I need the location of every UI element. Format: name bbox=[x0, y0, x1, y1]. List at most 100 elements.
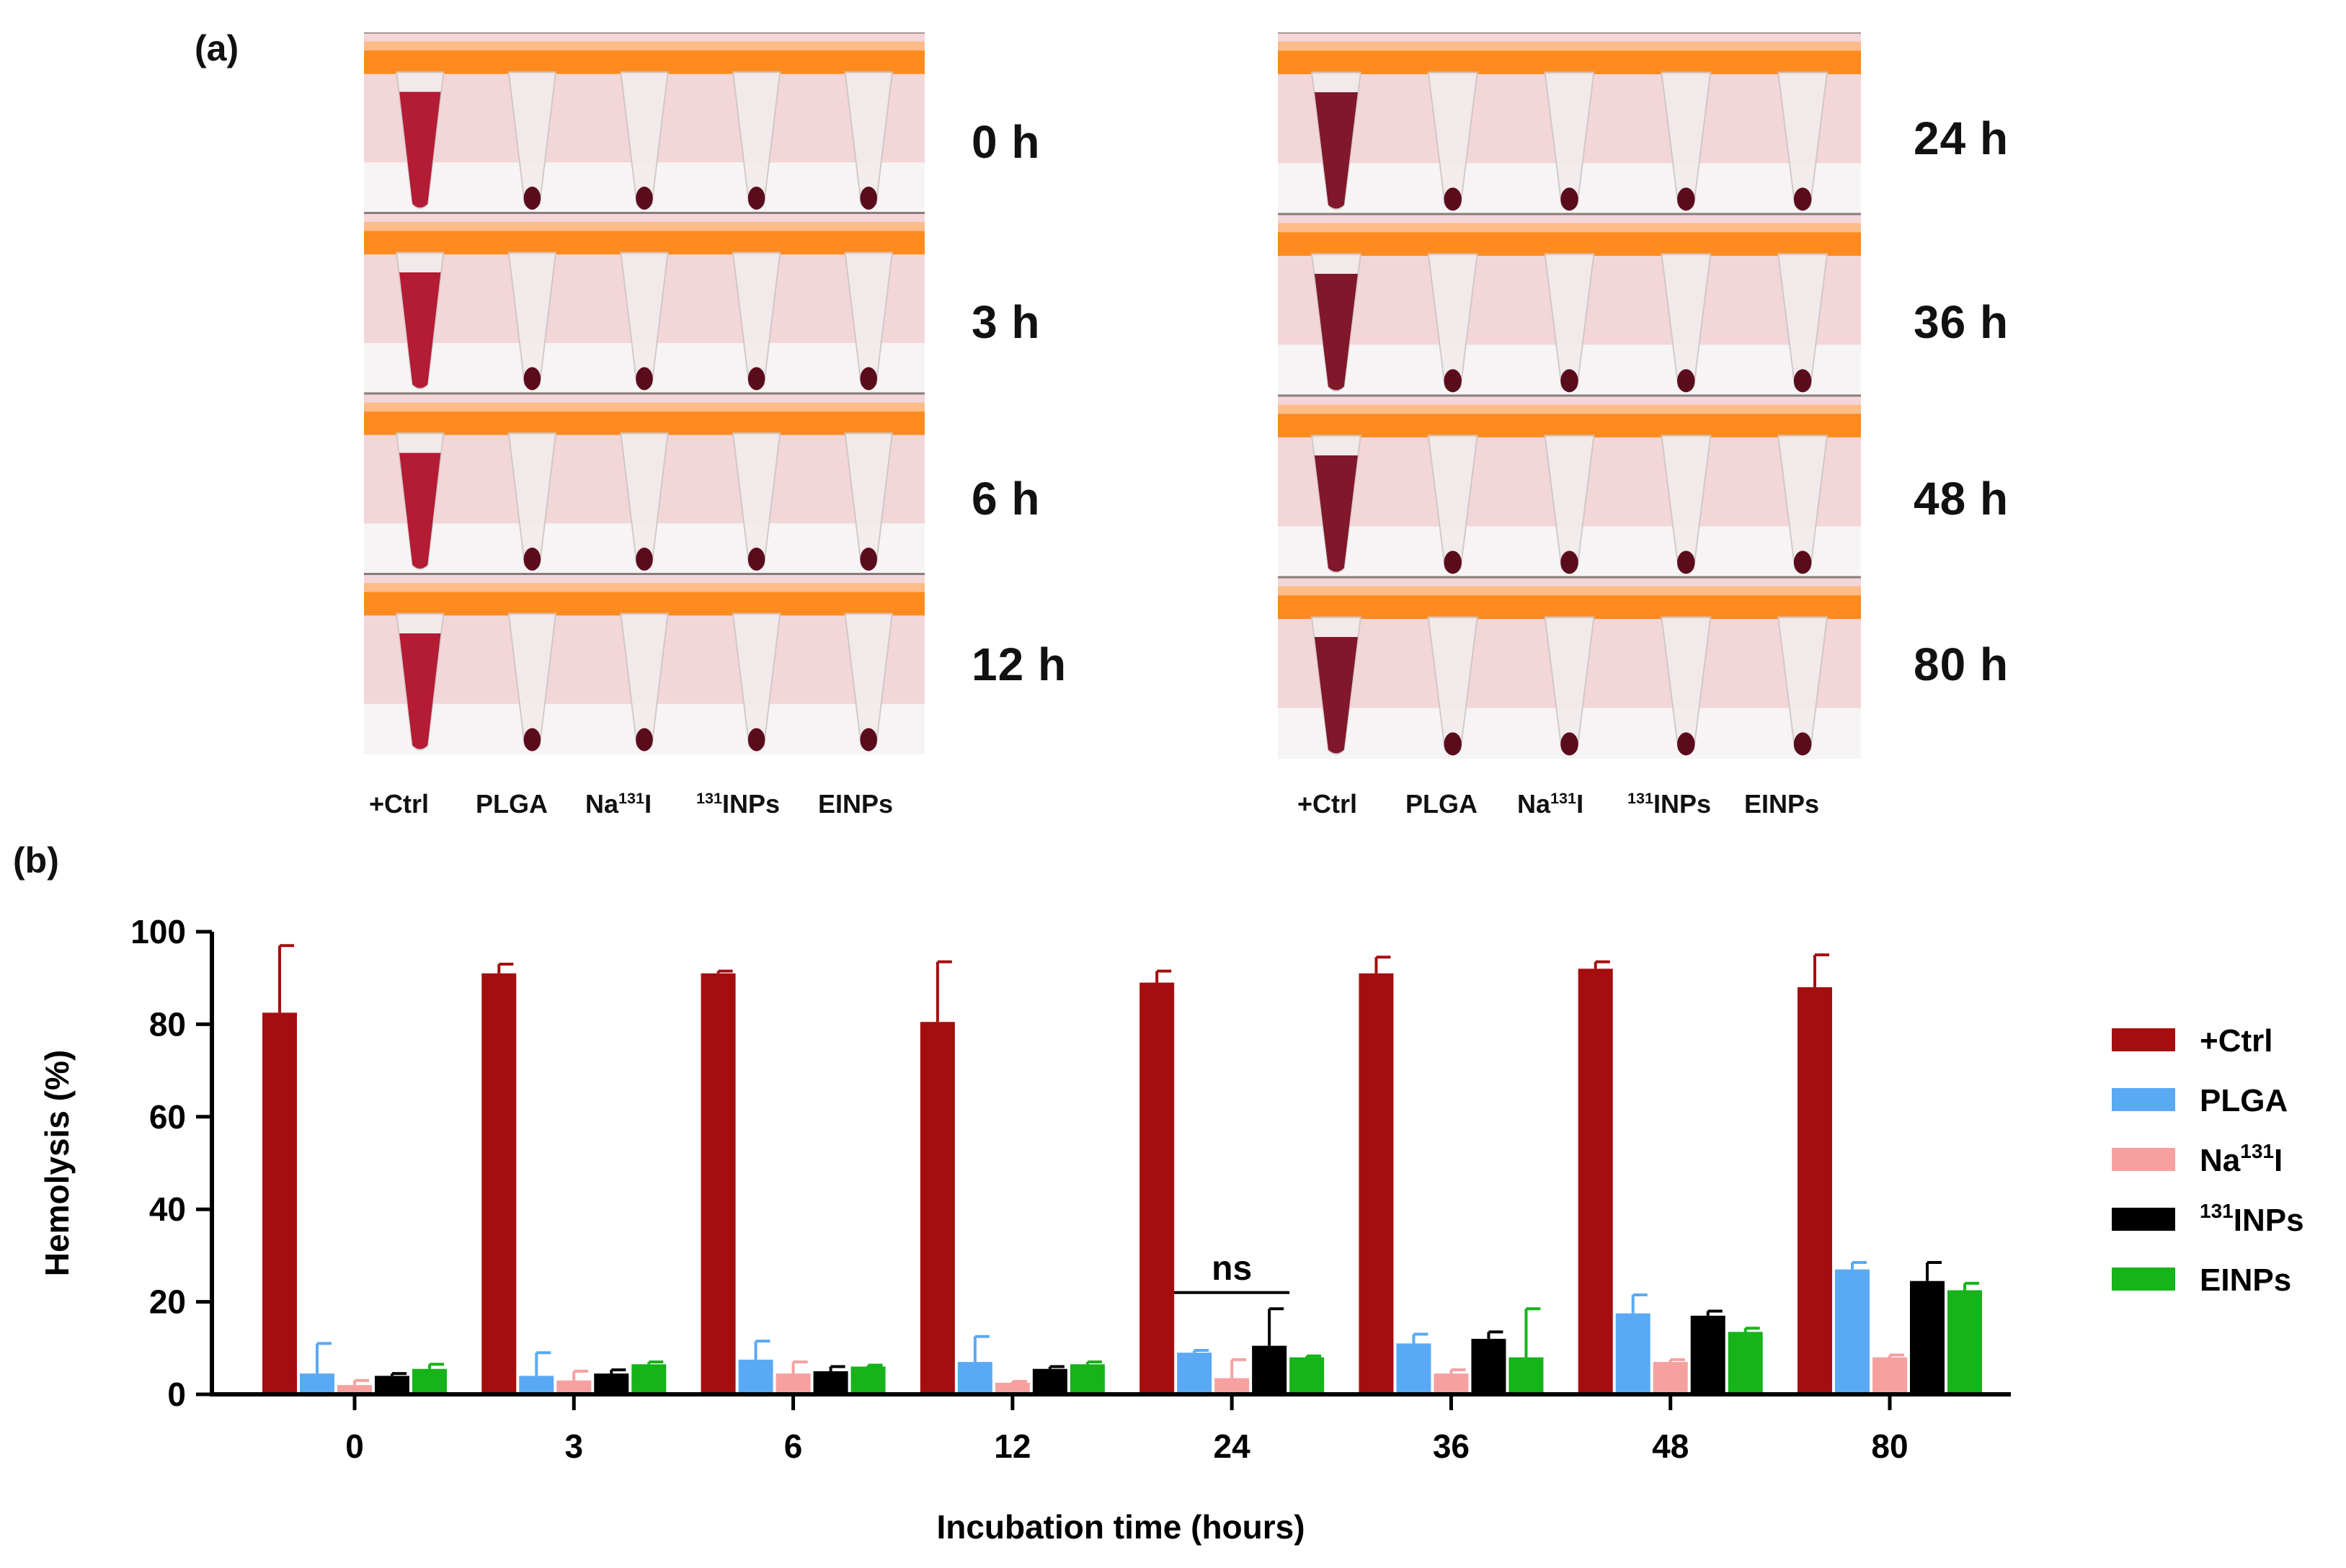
tube-label-plga-left: PLGA bbox=[476, 789, 548, 819]
x-tick-label: 3 bbox=[564, 1427, 583, 1465]
bar-na131i-6h bbox=[776, 1373, 811, 1394]
legend-label: 131INPs bbox=[2200, 1200, 2304, 1238]
tube-lysed-fill bbox=[1314, 92, 1358, 209]
y-tick-label: 40 bbox=[149, 1190, 186, 1228]
tube-pellet bbox=[636, 367, 653, 391]
bar-ctrl-80h bbox=[1798, 987, 1832, 1394]
panel-a-label: (a) bbox=[195, 28, 239, 68]
tube-row bbox=[364, 212, 925, 393]
x-tick-label: 6 bbox=[784, 1427, 803, 1465]
tube-pellet bbox=[1444, 187, 1462, 211]
tube-pellet bbox=[1444, 369, 1462, 393]
x-tick-label: 48 bbox=[1652, 1427, 1689, 1465]
y-tick-label: 60 bbox=[149, 1098, 186, 1136]
bar-ctrl-36h bbox=[1359, 973, 1394, 1394]
tube-pellet bbox=[1677, 551, 1695, 574]
bar-131inps-6h bbox=[813, 1371, 848, 1394]
legend-label: EINPs bbox=[2200, 1262, 2291, 1298]
tube-pellet bbox=[860, 728, 877, 752]
bar-na131i-12h bbox=[995, 1382, 1030, 1394]
tube-pellet bbox=[523, 186, 541, 210]
bar-131inps-36h bbox=[1471, 1338, 1506, 1394]
bar-plga-3h bbox=[519, 1376, 554, 1394]
tube-pellet bbox=[1560, 369, 1578, 393]
tube-lysed-fill bbox=[1314, 455, 1358, 572]
tube-photo-right bbox=[1278, 32, 1861, 759]
legend-label: PLGA bbox=[2200, 1083, 2288, 1118]
bar-ctrl-3h bbox=[481, 973, 517, 1394]
tube-label-plga-right: PLGA bbox=[1405, 789, 1478, 819]
y-tick-label: 20 bbox=[149, 1283, 186, 1321]
tube-label-131inps-right: 131INPs bbox=[1627, 789, 1712, 819]
tube-pellet bbox=[1560, 551, 1578, 574]
tube-pellet bbox=[1560, 187, 1578, 211]
bar-plga-24h bbox=[1177, 1353, 1212, 1394]
tube-photo-left-image bbox=[364, 32, 925, 754]
x-axis-title: Incubation time (hours) bbox=[936, 1508, 1305, 1546]
tube-pellet bbox=[1444, 732, 1462, 756]
x-tick-label: 12 bbox=[994, 1427, 1031, 1465]
tube-row bbox=[364, 392, 925, 574]
tube-pellet bbox=[1560, 732, 1578, 756]
tube-pellet bbox=[860, 367, 877, 391]
tube-pellet bbox=[636, 728, 653, 752]
bar-na131i-3h bbox=[556, 1380, 592, 1394]
ns-annotation: ns bbox=[1212, 1250, 1252, 1288]
bar-na131i-80h bbox=[1872, 1357, 1907, 1394]
legend-swatch bbox=[2112, 1148, 2175, 1171]
legend-label: Na131I bbox=[2200, 1140, 2283, 1178]
bar-einps-12h bbox=[1070, 1364, 1105, 1394]
tube-pellet bbox=[747, 728, 765, 752]
tube-pellet bbox=[1677, 369, 1695, 393]
bar-131inps-80h bbox=[1910, 1280, 1945, 1394]
tube-label-einps-right: EINPs bbox=[1744, 789, 1820, 819]
time-label-80h: 80 h bbox=[1914, 638, 2009, 690]
bar-ctrl-48h bbox=[1578, 968, 1613, 1394]
tube-pellet bbox=[1793, 551, 1812, 574]
bar-plga-6h bbox=[738, 1359, 773, 1394]
tube-pellet bbox=[1677, 187, 1695, 211]
tube-pellet bbox=[1793, 369, 1812, 393]
legend-swatch bbox=[2112, 1088, 2175, 1111]
y-tick-label: 80 bbox=[149, 1005, 186, 1043]
tube-lysed-fill bbox=[1314, 274, 1358, 391]
tube-pellet bbox=[747, 547, 765, 571]
y-tick-label: 100 bbox=[130, 913, 186, 950]
bar-einps-3h bbox=[631, 1364, 667, 1394]
time-label-36h: 36 h bbox=[1914, 296, 2009, 348]
bar-na131i-36h bbox=[1434, 1373, 1469, 1394]
tube-pellet bbox=[523, 728, 541, 752]
panel-b-label: (b) bbox=[13, 840, 59, 881]
tube-lysed-fill bbox=[399, 272, 441, 388]
tube-pellet bbox=[747, 367, 765, 391]
bar-ctrl-24h bbox=[1139, 982, 1175, 1394]
x-tick-label: 36 bbox=[1433, 1427, 1470, 1465]
tube-pellet bbox=[1444, 551, 1462, 574]
bar-131inps-24h bbox=[1252, 1345, 1287, 1394]
tube-row bbox=[1278, 576, 1861, 759]
tube-label-ctrl-left: +Ctrl bbox=[369, 789, 430, 819]
x-tick-label: 80 bbox=[1871, 1427, 1908, 1465]
tube-label-131inps-left: 131INPs bbox=[696, 789, 781, 819]
tube-pellet bbox=[1677, 732, 1695, 756]
tube-lysed-fill bbox=[399, 453, 441, 569]
tube-row bbox=[364, 32, 925, 213]
bar-einps-48h bbox=[1728, 1332, 1763, 1394]
tube-pellet bbox=[523, 547, 541, 571]
time-label-6h: 6 h bbox=[972, 473, 1041, 525]
tube-label-na131i-right: Na131I bbox=[1517, 789, 1584, 819]
tube-photo-left bbox=[364, 32, 925, 754]
tube-lysed-fill bbox=[399, 633, 441, 749]
bar-131inps-3h bbox=[594, 1373, 629, 1394]
legend-label: +Ctrl bbox=[2200, 1023, 2272, 1059]
bar-ctrl-6h bbox=[701, 973, 736, 1394]
tube-row bbox=[1278, 213, 1861, 396]
y-axis-title: Hemolysis (%) bbox=[38, 1050, 76, 1276]
legend-swatch bbox=[2112, 1208, 2175, 1231]
bar-plga-80h bbox=[1835, 1269, 1870, 1394]
bar-einps-36h bbox=[1509, 1357, 1544, 1394]
bar-plga-12h bbox=[957, 1362, 992, 1394]
tube-row bbox=[1278, 394, 1861, 577]
tube-pellet bbox=[860, 547, 877, 571]
